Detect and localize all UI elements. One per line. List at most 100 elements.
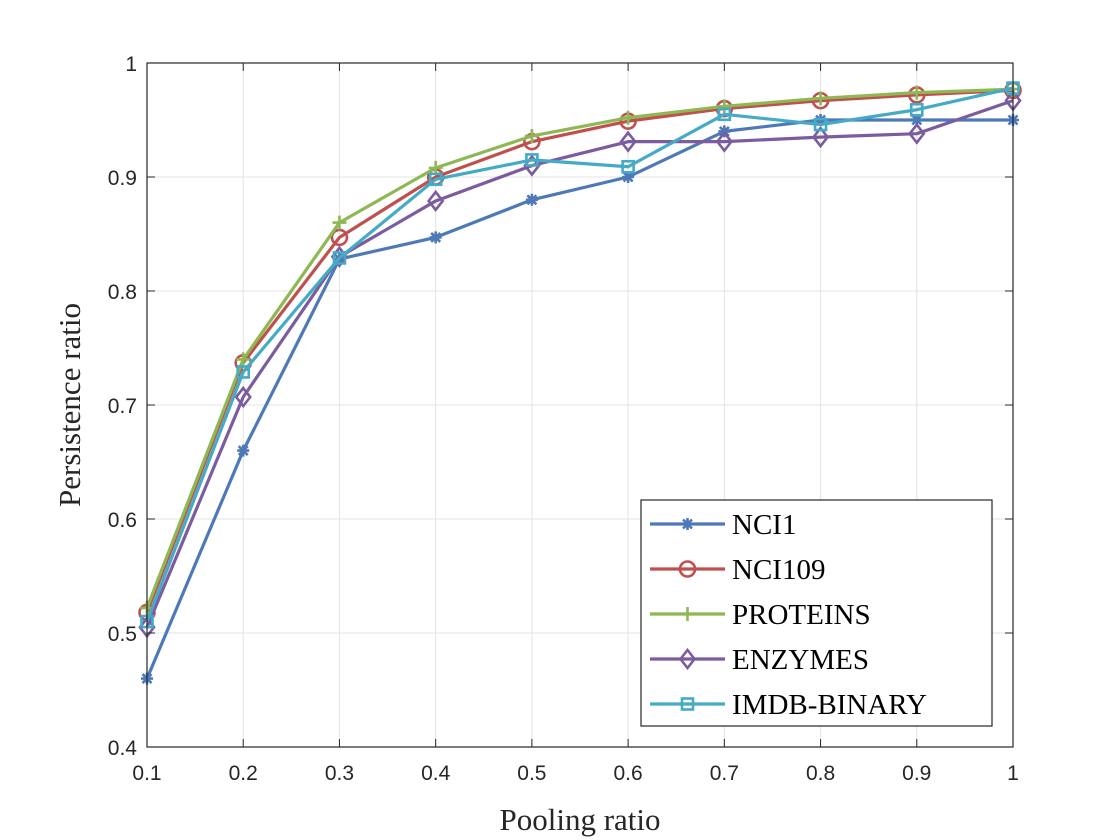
x-tick-label: 0.8 — [806, 762, 835, 785]
y-axis-label: Persistence ratio — [52, 303, 87, 507]
series-line-proteins — [145, 87, 1014, 609]
marker-shape — [236, 365, 251, 379]
legend-marker — [681, 518, 694, 530]
data-point-enzymes — [715, 130, 733, 153]
legend-label: IMDB-BINARY — [732, 689, 927, 721]
marker-shape — [429, 231, 442, 244]
legend-entry-nci1: NCI1 — [650, 509, 796, 541]
x-tick-label: 0.2 — [229, 762, 258, 785]
legend-entry-enzymes: ENZYMES — [650, 644, 869, 676]
data-point-imdb-binary — [428, 172, 443, 187]
marker-shape — [427, 189, 445, 213]
marker-shape — [622, 171, 635, 183]
marker-shape — [681, 518, 694, 530]
marker-shape — [908, 122, 926, 145]
marker-shape — [525, 153, 539, 167]
y-tick-label: 1 — [125, 53, 137, 76]
marker-shape — [909, 102, 924, 117]
marker-shape — [234, 385, 252, 409]
series-line-nci1 — [145, 118, 1013, 680]
legend-entry-nci109: NCI109 — [650, 554, 825, 586]
data-point-imdb-binary — [813, 117, 828, 132]
marker-shape — [717, 99, 732, 114]
marker-shape — [910, 114, 923, 126]
y-tick-label: 0.8 — [108, 281, 137, 304]
marker-shape — [332, 251, 347, 265]
series-layer — [138, 81, 1022, 685]
marker-shape — [524, 128, 539, 143]
legend-entry-proteins: PROTEINS — [650, 599, 871, 631]
data-point-imdb-binary — [525, 153, 539, 167]
marker-shape — [332, 215, 347, 230]
data-point-proteins — [621, 110, 636, 125]
marker-shape — [715, 130, 733, 153]
data-point-proteins — [909, 85, 924, 100]
y-tick-label: 0.9 — [108, 167, 137, 190]
marker-shape — [680, 607, 695, 621]
marker-shape — [678, 560, 697, 578]
x-tick-label: 0.4 — [421, 762, 451, 785]
series-imdb-binary — [140, 81, 1020, 629]
marker-shape — [619, 130, 637, 153]
data-point-imdb-binary — [621, 159, 635, 174]
data-point-proteins — [332, 215, 347, 230]
legend-label: PROTEINS — [732, 599, 871, 631]
y-tick-label: 0.6 — [108, 509, 137, 532]
marker-shape — [428, 172, 443, 187]
data-point-enzymes — [234, 385, 252, 409]
marker-shape — [237, 444, 250, 457]
y-tick-label: 0.7 — [108, 395, 137, 418]
marker-shape — [236, 352, 251, 367]
data-point-nci109 — [330, 228, 349, 247]
legend-entry-imdb-binary: IMDB-BINARY — [650, 689, 927, 721]
marker-shape — [678, 647, 697, 671]
marker-shape — [621, 159, 635, 174]
marker-shape — [525, 193, 538, 206]
series-enzymes — [138, 89, 1022, 639]
legend-label: NCI1 — [732, 509, 796, 541]
x-tick-label: 0.3 — [325, 762, 354, 785]
data-point-enzymes — [811, 125, 830, 149]
data-point-nci1 — [910, 114, 923, 126]
y-tick-label: 0.4 — [108, 737, 138, 760]
series-line-imdb-binary — [145, 86, 1014, 623]
data-point-proteins — [236, 352, 251, 367]
data-point-enzymes — [427, 189, 445, 213]
data-point-nci1 — [429, 231, 442, 244]
x-tick-label: 0.6 — [614, 762, 643, 785]
marker-shape — [330, 228, 349, 247]
marker-shape — [717, 107, 732, 122]
axis-ticks: 0.1 0.2 0.3 0.4 0.5 0.6 0.7 0.8 0.9 1 0.4 0.5 0.6 0.7… — [108, 53, 1019, 785]
data-point-proteins — [813, 91, 828, 106]
x-axis-label: Pooling ratio — [499, 802, 660, 837]
x-tick-label: 0.5 — [517, 762, 546, 785]
data-point-nci1 — [622, 171, 635, 183]
legend-label: ENZYMES — [732, 644, 869, 676]
series-line-enzymes — [145, 99, 1014, 628]
x-tick-label: 0.7 — [710, 762, 739, 785]
data-point-imdb-binary — [236, 365, 251, 379]
marker-shape — [621, 110, 636, 125]
data-point-enzymes — [908, 122, 926, 145]
x-tick-label: 0.9 — [902, 762, 931, 785]
data-point-nci1 — [525, 193, 538, 206]
y-tick-label: 0.5 — [108, 623, 137, 646]
marker-shape — [813, 91, 828, 106]
data-point-imdb-binary — [332, 251, 347, 265]
data-point-imdb-binary — [717, 107, 732, 122]
marker-shape — [811, 125, 830, 149]
marker-shape — [909, 85, 924, 100]
data-point-enzymes — [619, 130, 637, 153]
legend-marker — [678, 647, 697, 671]
marker-shape — [813, 117, 828, 132]
series-line-nci109 — [145, 88, 1014, 614]
legend-marker — [678, 560, 697, 578]
data-point-imdb-binary — [909, 102, 924, 117]
data-point-nci1 — [237, 444, 250, 457]
x-tick-label: 1 — [1007, 762, 1019, 785]
legend-label: NCI109 — [732, 554, 825, 586]
data-point-proteins — [717, 99, 732, 114]
marker-shape — [680, 697, 695, 711]
legend-marker — [680, 697, 695, 711]
